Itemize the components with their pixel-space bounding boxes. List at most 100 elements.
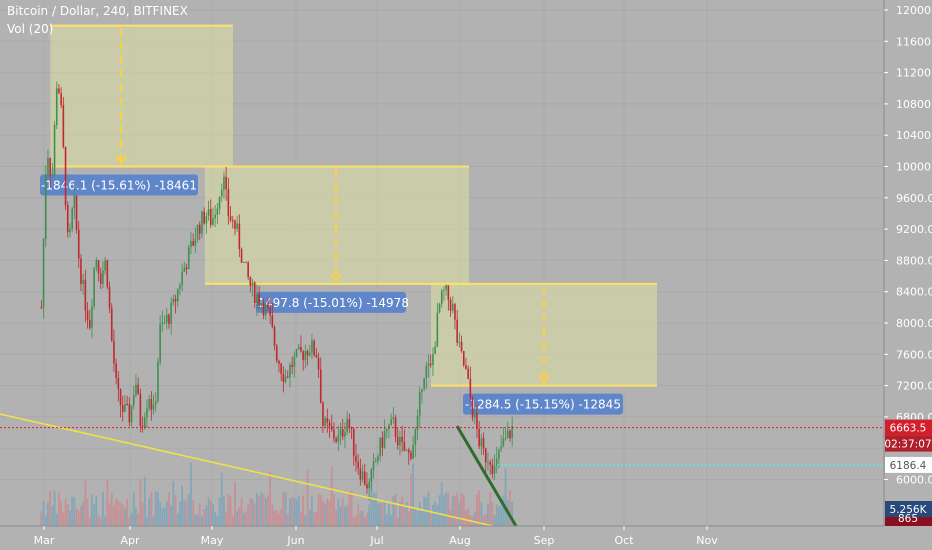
- candle-body: [429, 363, 432, 366]
- candle-body: [80, 258, 82, 284]
- candle-body: [407, 450, 410, 453]
- volume-bar: [181, 485, 184, 526]
- y-tick-label: 8400.0: [896, 286, 932, 299]
- x-tick-label: Apr: [120, 534, 140, 547]
- candle-body: [282, 373, 285, 382]
- volume-bar: [124, 507, 126, 526]
- candle-body: [69, 228, 71, 233]
- volume-bar: [106, 479, 109, 526]
- volume-bar: [462, 494, 465, 526]
- candle-body: [168, 314, 170, 324]
- volume-bar: [225, 511, 228, 526]
- volume-bar: [154, 490, 157, 526]
- volume-bar: [216, 516, 219, 526]
- y-tick-label: 10000.0: [896, 161, 932, 174]
- volume-bar: [381, 503, 384, 526]
- volume-bar: [260, 492, 263, 526]
- volume-tag: 5.256K: [890, 504, 928, 516]
- x-tick-label: Jun: [286, 534, 304, 547]
- candle-body: [390, 418, 392, 425]
- candle-body: [47, 158, 49, 176]
- volume-bar: [49, 490, 52, 526]
- volume-bar: [407, 511, 410, 526]
- candle-body: [504, 438, 507, 440]
- volume-indicator-legend[interactable]: Vol (20): [7, 22, 54, 36]
- volume-bar: [212, 504, 214, 526]
- candle-body: [203, 211, 205, 224]
- volume-bar: [223, 496, 225, 526]
- volume-bar: [69, 510, 71, 526]
- drawing-lines[interactable]: [0, 413, 884, 527]
- candle-body: [86, 310, 89, 320]
- volume-bar: [64, 498, 67, 526]
- volume-bar: [374, 493, 377, 526]
- candle-body: [458, 341, 461, 343]
- volume-bar: [271, 504, 274, 526]
- candle-body: [223, 176, 225, 190]
- candle-body: [460, 341, 463, 352]
- volume-bar: [104, 515, 107, 526]
- measurement-zones[interactable]: -1846.1 (-15.61%) -18461 -1497.8 (-15.01%…: [40, 24, 657, 415]
- volume-bar: [88, 516, 91, 526]
- candle-body: [350, 427, 353, 429]
- candle-body: [91, 306, 93, 328]
- volume-bar: [280, 508, 283, 526]
- volume-bar: [396, 517, 399, 526]
- candle-body: [427, 363, 430, 366]
- volume-bar: [491, 501, 494, 526]
- volume-bar: [289, 498, 291, 526]
- volume-bar: [102, 491, 104, 526]
- volume-bar: [317, 493, 320, 526]
- volume-bar: [108, 502, 111, 526]
- candle-body: [341, 429, 344, 437]
- candle-body: [40, 307, 43, 309]
- volume-bar: [146, 517, 148, 526]
- candle-body: [275, 345, 278, 361]
- candle-body: [102, 270, 104, 284]
- candle-body: [55, 88, 58, 125]
- candle-body: [192, 240, 194, 246]
- volume-bar: [190, 462, 192, 526]
- candle-body: [179, 285, 181, 289]
- volume-bar: [440, 482, 443, 526]
- volume-bar: [253, 503, 256, 526]
- volume-bar: [445, 492, 448, 526]
- candle-body: [121, 405, 124, 412]
- volume-bar: [403, 505, 406, 526]
- volume-bar: [115, 498, 118, 526]
- candle-body: [484, 448, 487, 463]
- volume-bar: [44, 515, 47, 526]
- volume-bar: [363, 517, 366, 526]
- volume-bar: [460, 492, 463, 526]
- volume-bar: [172, 481, 175, 526]
- candle-body: [337, 435, 340, 442]
- volume-bar: [429, 513, 432, 526]
- volume-bar: [394, 493, 397, 526]
- volume-bar: [454, 496, 456, 526]
- volume-bar: [176, 513, 179, 526]
- candle-body: [383, 431, 386, 448]
- candle-body: [385, 428, 388, 432]
- candle-body: [75, 195, 78, 230]
- volume-bar: [282, 491, 285, 526]
- candle-body: [154, 401, 157, 405]
- candle-body: [348, 418, 351, 428]
- volume-bar: [412, 463, 415, 526]
- x-tick-label: Sep: [534, 534, 555, 547]
- candle-body: [416, 415, 419, 430]
- candle-body: [401, 436, 403, 442]
- volume-bar: [385, 514, 388, 526]
- volume-bar: [161, 508, 164, 526]
- symbol-legend[interactable]: Bitcoin / Dollar, 240, BITFINEX: [7, 4, 188, 18]
- candle-body: [141, 425, 144, 427]
- volume-bar: [295, 500, 298, 526]
- candle-body: [231, 220, 234, 222]
- volume-bar: [352, 517, 355, 526]
- volume-bar: [297, 495, 300, 526]
- volume-bar: [401, 496, 404, 526]
- candle-body: [284, 376, 287, 382]
- candle-body: [185, 267, 188, 270]
- volume-bar: [165, 500, 168, 526]
